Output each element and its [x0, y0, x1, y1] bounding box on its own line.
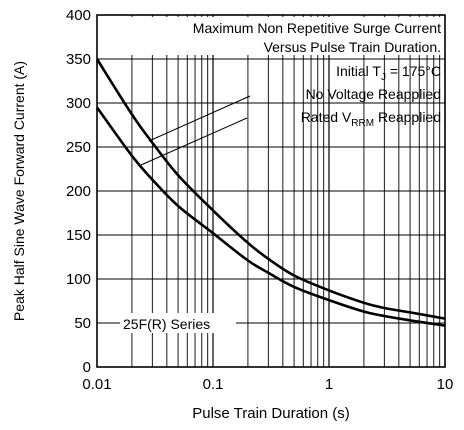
annotation-title-line2: Versus Pulse Train Duration.	[264, 39, 441, 55]
y-tick-label: 150	[66, 227, 91, 244]
series-label-backdrop	[120, 313, 236, 333]
x-tick-label: 0.1	[203, 376, 224, 393]
x-tick-label: 1	[325, 376, 333, 393]
series-label: 25F(R) Series	[123, 316, 210, 332]
annotation-initial-tj: Initial TJ = 175°C	[336, 63, 441, 83]
x-tick-labels: 0.01 0.1 1 10	[82, 376, 453, 393]
series-line-2	[95, 106, 446, 327]
x-axis-label: Pulse Train Duration (s)	[192, 405, 350, 422]
annotation-rated-vrrm: Rated VRRM Reapplied	[301, 109, 441, 129]
annotation-no-voltage: No Voltage Reapplied	[306, 86, 441, 102]
y-tick-label: 300	[66, 95, 91, 112]
annotation-backdrop	[112, 17, 443, 55]
y-tick-label: 250	[66, 139, 91, 156]
series-curves	[95, 58, 446, 327]
y-axis-label: Peak Half Sine Wave Forward Current (A)	[11, 61, 27, 321]
annotation-title-line1: Maximum Non Repetitive Surge Current	[193, 20, 441, 36]
leader-line-rated-vrrm	[140, 117, 248, 166]
y-tick-label: 400	[66, 7, 91, 24]
y-tick-labels: 0 50 100 150 200 250 300 350 400	[66, 7, 91, 376]
y-tick-label: 350	[66, 51, 91, 68]
y-tick-label: 200	[66, 183, 91, 200]
grid-lines	[97, 15, 445, 367]
y-tick-label: 0	[83, 359, 91, 376]
series-line-1	[95, 58, 446, 320]
plot-frame	[96, 14, 446, 368]
y-tick-label: 100	[66, 271, 91, 288]
y-tick-label: 50	[74, 315, 91, 332]
x-tick-label: 0.01	[82, 376, 111, 393]
x-tick-label: 10	[437, 376, 454, 393]
leader-line-no-voltage	[148, 95, 251, 142]
